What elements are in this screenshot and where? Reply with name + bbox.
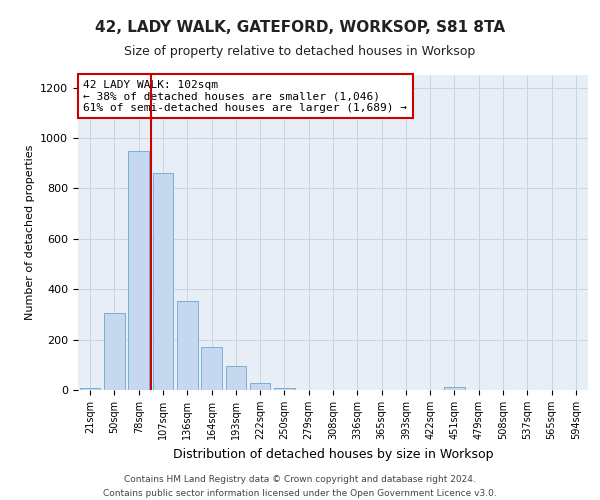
Bar [226, 366, 246, 390]
Text: Size of property relative to detached houses in Worksop: Size of property relative to detached ho… [124, 45, 476, 58]
Bar [177, 300, 197, 390]
Bar [250, 383, 271, 390]
Text: Contains HM Land Registry data © Crown copyright and database right 2024.
Contai: Contains HM Land Registry data © Crown c… [103, 476, 497, 498]
Text: 42 LADY WALK: 102sqm
← 38% of detached houses are smaller (1,046)
61% of semi-de: 42 LADY WALK: 102sqm ← 38% of detached h… [83, 80, 407, 113]
Bar [104, 313, 125, 390]
Bar [274, 388, 295, 390]
Bar [128, 150, 149, 390]
Text: 42, LADY WALK, GATEFORD, WORKSOP, S81 8TA: 42, LADY WALK, GATEFORD, WORKSOP, S81 8T… [95, 20, 505, 35]
X-axis label: Distribution of detached houses by size in Worksop: Distribution of detached houses by size … [173, 448, 493, 460]
Bar [80, 388, 100, 390]
Bar [201, 347, 222, 390]
Y-axis label: Number of detached properties: Number of detached properties [25, 145, 35, 320]
Bar [152, 174, 173, 390]
Bar [444, 387, 465, 390]
